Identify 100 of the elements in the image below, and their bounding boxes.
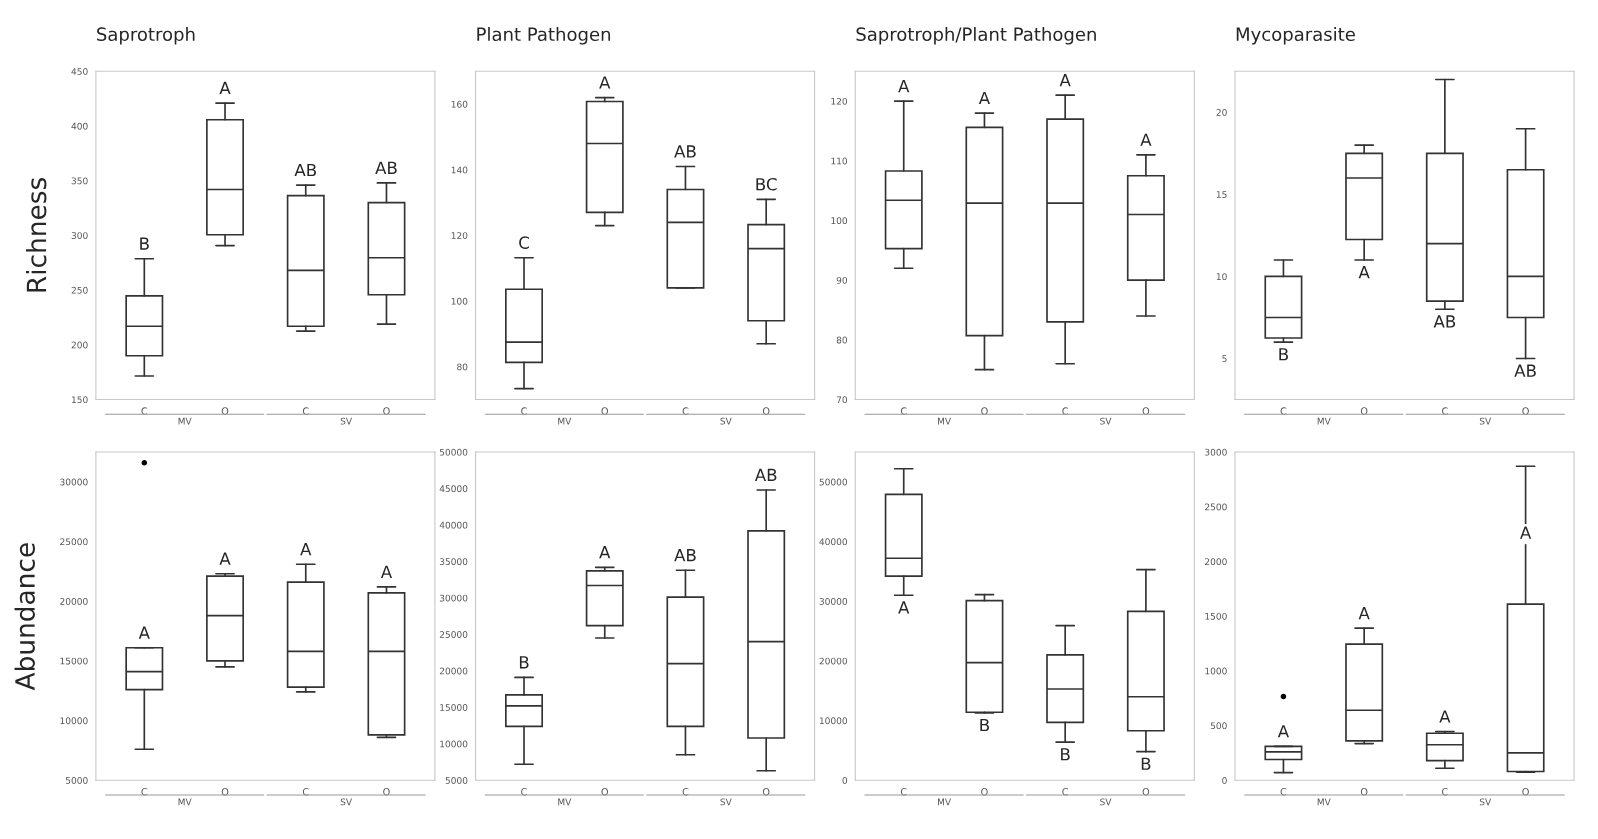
text: MV xyxy=(558,417,572,425)
text: SV xyxy=(1479,798,1492,806)
x-tick-label: C xyxy=(141,788,148,796)
annotation: A xyxy=(978,91,991,105)
text: MV xyxy=(937,798,951,806)
x-tick-label: O xyxy=(1360,788,1368,796)
annotation: A xyxy=(219,81,231,95)
text: MV xyxy=(558,798,572,806)
y-tick-label: 350 xyxy=(71,177,88,185)
annotation: AB xyxy=(294,163,316,177)
y-tick-label: 500 xyxy=(1210,722,1227,730)
text: MV xyxy=(1317,798,1331,806)
x-tick-label: O xyxy=(1142,407,1150,415)
text: SV xyxy=(1100,798,1112,806)
annotation: A xyxy=(1059,74,1071,87)
annotation: A xyxy=(380,565,393,578)
x-tick-label: C xyxy=(1280,788,1287,796)
y-tick-label: 0 xyxy=(842,777,848,784)
annotation: A xyxy=(599,76,611,89)
annotation: A xyxy=(1358,607,1370,620)
y-tick-label: 50000 xyxy=(439,448,468,456)
text: SV xyxy=(340,798,352,806)
x-tick-label: O xyxy=(383,788,390,796)
y-tick-label: 150 xyxy=(72,396,88,404)
y-tick-label: 30000 xyxy=(439,594,468,602)
x-tick-label: C xyxy=(1062,788,1069,796)
x-tick-label: O xyxy=(981,788,988,796)
y-tick-label: 20000 xyxy=(819,657,848,665)
x-tick-label: C xyxy=(302,407,309,415)
y-tick-label: 1000 xyxy=(1205,667,1227,675)
y-tick-label: 80 xyxy=(836,336,848,344)
y-tick-label: 10 xyxy=(1216,273,1227,281)
x-tick-label: O xyxy=(1360,407,1368,415)
y-tick-label: 30000 xyxy=(819,597,848,605)
y-tick-label: 2500 xyxy=(1205,503,1227,511)
y-tick-label: 1500 xyxy=(1205,612,1227,620)
x-tick-label: C xyxy=(521,407,527,415)
text: MV xyxy=(178,798,192,806)
y-tick-label: 100 xyxy=(451,297,468,305)
x-tick-label: O xyxy=(981,407,988,415)
x-tick-label: O xyxy=(383,407,390,415)
annotation: B xyxy=(1279,348,1288,361)
chart-title: Plant Pathogen xyxy=(477,27,611,45)
y-tick-label: 40000 xyxy=(819,538,848,546)
y-tick-label: 200 xyxy=(71,341,88,349)
x-tick-label: C xyxy=(900,407,907,415)
y-tick-label: 15000 xyxy=(440,704,468,711)
annotation: AB xyxy=(754,468,777,481)
y-tick-label: 400 xyxy=(71,122,88,130)
y-tick-label: 25000 xyxy=(439,631,468,638)
annotation: B xyxy=(1141,757,1151,770)
x-tick-label: O xyxy=(221,407,229,415)
annotation: A xyxy=(1439,710,1451,723)
x-tick-label: C xyxy=(1280,407,1287,415)
y-tick-label: 120 xyxy=(451,232,468,239)
y-tick-label: 300 xyxy=(71,232,88,239)
annotation: B xyxy=(1061,748,1070,761)
y-tick-label: 20000 xyxy=(439,667,468,675)
y-tick-label: 70 xyxy=(836,396,848,404)
annotation: A xyxy=(898,79,910,93)
y-tick-label: 10000 xyxy=(60,717,88,725)
annotation: A xyxy=(219,552,231,565)
x-tick-label: O xyxy=(601,407,609,415)
annotation: A xyxy=(898,601,910,614)
chart-title: Saprotroph/Plant Pathogen xyxy=(856,27,1096,45)
text: SV xyxy=(1479,417,1492,425)
x-tick-label: O xyxy=(601,788,609,796)
annotation: A xyxy=(1277,725,1289,738)
annotation: A xyxy=(138,626,150,639)
annotation: BC xyxy=(756,177,777,191)
x-tick-label: C xyxy=(1062,407,1069,415)
text: SV xyxy=(1100,417,1112,425)
y-tick-label: 5000 xyxy=(445,777,468,784)
y-tick-label: 50000 xyxy=(819,478,848,486)
y-tick-label: 5000 xyxy=(65,777,88,784)
y-tick-label: 160 xyxy=(451,100,468,108)
y-tick-label: 3000 xyxy=(1205,448,1227,456)
annotation: B xyxy=(140,237,149,250)
y-tick-label: 120 xyxy=(831,97,848,105)
chart-title: Mycoparasite xyxy=(1236,27,1355,45)
y-tick-label: 0 xyxy=(1222,777,1227,784)
text: SV xyxy=(720,417,732,425)
y-tick-label: 250 xyxy=(71,286,88,294)
x-tick-label: C xyxy=(1442,788,1448,796)
y-tick-label: 30000 xyxy=(60,478,88,486)
text: MV xyxy=(937,417,951,425)
text: SV xyxy=(720,798,732,806)
annotation: A xyxy=(300,543,312,556)
x-tick-label: O xyxy=(762,407,770,415)
text: MV xyxy=(178,417,192,425)
y-tick-label: 10000 xyxy=(819,717,848,725)
text: MV xyxy=(1317,417,1331,425)
y-tick-label: 450 xyxy=(71,68,88,75)
x-tick-label: O xyxy=(1522,788,1529,796)
x-tick-label: C xyxy=(682,407,689,415)
annotation: B xyxy=(519,656,529,669)
x-tick-label: C xyxy=(1442,407,1448,415)
annotation: A xyxy=(1358,266,1370,279)
x-tick-label: C xyxy=(682,788,689,796)
annotation: AB xyxy=(1514,364,1536,377)
